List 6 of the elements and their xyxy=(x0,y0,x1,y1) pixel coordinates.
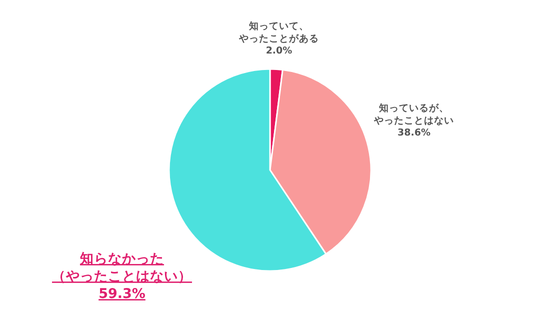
data-label: 2.0% xyxy=(266,46,293,57)
data-label: 38.6% xyxy=(398,128,431,139)
slice-label: 知っているが、やったことはない xyxy=(373,102,454,126)
data-label: 59.3% xyxy=(98,286,146,302)
slice-label: 知っていて、やったことがある xyxy=(238,20,319,44)
slice-label: 知らなかった（やったことはない） xyxy=(52,251,192,285)
